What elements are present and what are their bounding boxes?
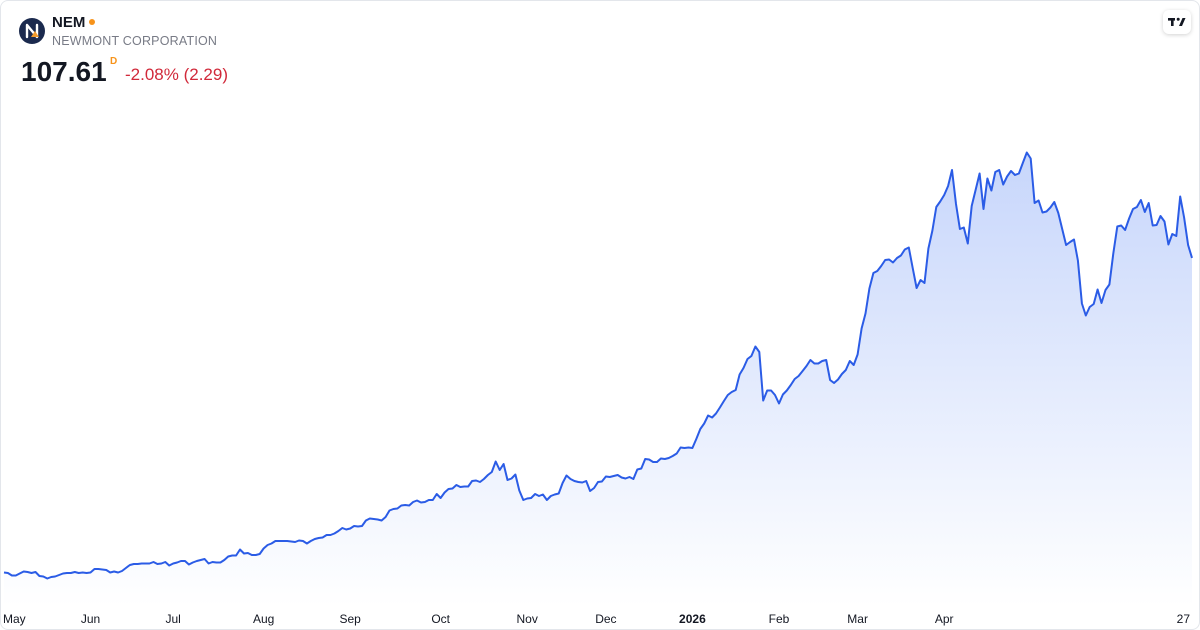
- x-tick-label: 27: [1177, 612, 1191, 626]
- x-tick-label: May: [3, 612, 26, 626]
- x-tick-label: Nov: [517, 612, 538, 626]
- symbol-ticker[interactable]: NEM: [52, 14, 86, 31]
- live-dot-icon: [89, 19, 95, 25]
- price-change: -2.08% (2.29): [125, 65, 228, 84]
- x-tick-label: Apr: [935, 612, 954, 626]
- x-tick-label: Feb: [769, 612, 790, 626]
- x-tick-label: Jun: [81, 612, 100, 626]
- x-tick-label: Jul: [165, 612, 180, 626]
- last-price: 107.61: [21, 56, 107, 87]
- price-area-fill: [4, 152, 1192, 606]
- tradingview-logo-icon[interactable]: [1163, 10, 1191, 34]
- x-tick-label: 2026: [679, 612, 706, 626]
- x-tick-label: Sep: [339, 612, 361, 626]
- x-tick-label: Oct: [431, 612, 450, 626]
- company-name: NEWMONT CORPORATION: [52, 34, 218, 48]
- x-tick-label: Dec: [595, 612, 616, 626]
- interval-label: D: [110, 56, 118, 67]
- x-tick-label: Mar: [847, 612, 868, 626]
- newmont-logo-icon[interactable]: [19, 18, 45, 44]
- x-tick-label: Aug: [253, 612, 274, 626]
- price-line: [3, 151, 1193, 580]
